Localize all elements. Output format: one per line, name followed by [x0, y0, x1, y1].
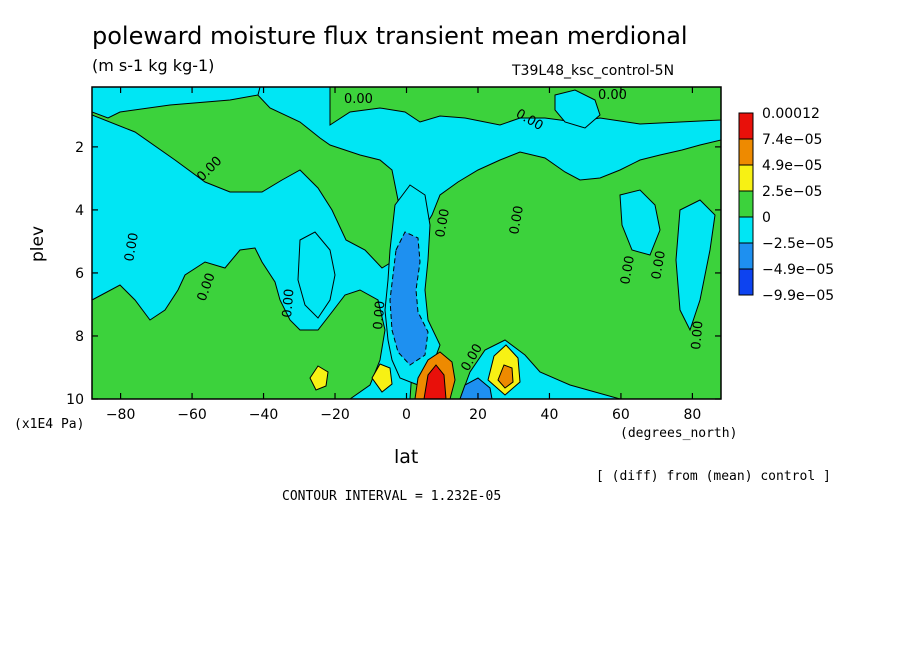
colorbar-swatch	[738, 112, 754, 140]
contour-label: 0.00	[433, 208, 453, 239]
region-negative-pocket-2	[554, 89, 601, 129]
colorbar-swatch	[738, 138, 754, 166]
contour-label: 0.00	[507, 205, 527, 236]
colorbar-label: 7.4e−05	[762, 132, 822, 148]
colorbar-swatch	[738, 216, 754, 244]
chart-title: poleward moisture flux transient mean me…	[92, 22, 688, 50]
x-tick-label: 0	[402, 407, 411, 423]
contour-label: 0.00	[122, 232, 142, 263]
colorbar-swatch	[738, 268, 754, 296]
region-deep-negative	[389, 231, 429, 366]
y-axis-units: (x1E4 Pa)	[14, 417, 85, 432]
colorbar-label: −4.9e−05	[762, 262, 834, 278]
colorbar-swatch	[738, 190, 754, 218]
colorbar-swatch	[738, 242, 754, 270]
region-peak-yellow-west	[309, 365, 329, 391]
plot-fill: 0.00 0.00 0.00 0.00 0.00 0.00 0.00 0.00 …	[92, 87, 721, 399]
x-axis-label: lat	[394, 446, 419, 468]
contour-label: 0.00	[618, 255, 638, 286]
contour-label: 0.00	[280, 288, 297, 318]
colorbar-label: −9.9e−05	[762, 288, 834, 304]
x-tick-label: −80	[106, 407, 136, 423]
colorbar-label: −2.5e−05	[762, 236, 834, 252]
y-axis: 2 4 6 8 10	[66, 140, 721, 408]
colorbar-label: 0	[762, 210, 771, 226]
x-axis: −80 −60 −40 −20 0 20 40 60 80	[106, 87, 701, 423]
region-peak-red	[423, 364, 447, 399]
region-positive-south-low	[92, 247, 386, 399]
y-tick-label: 6	[75, 266, 84, 282]
colorbar-label: 2.5e−05	[762, 184, 822, 200]
region-negative-top-south	[92, 87, 261, 119]
x-tick-label: 60	[612, 407, 630, 423]
region-positive-top-band	[329, 87, 721, 126]
y-tick-label: 4	[75, 203, 84, 219]
contour-label: 0.00	[598, 88, 627, 103]
contour-label: 0.00	[649, 250, 669, 281]
x-tick-label: 40	[541, 407, 559, 423]
contour-label: 0.00	[689, 320, 706, 350]
y-tick-label: 8	[75, 329, 84, 345]
region-peak-orange-east	[497, 364, 514, 389]
y-tick-label: 10	[66, 392, 84, 408]
chart-units: (m s-1 kg kg-1)	[92, 56, 215, 75]
x-tick-label: 80	[683, 407, 701, 423]
contour-label: 0.00	[371, 300, 388, 330]
run-label: T39L48_ksc_control-5N	[512, 63, 675, 79]
colorbar-swatch	[738, 164, 754, 192]
x-tick-label: −40	[249, 407, 279, 423]
contour-label: 0.00	[344, 92, 373, 107]
x-tick-label: 20	[469, 407, 487, 423]
y-tick-label: 2	[75, 140, 84, 156]
region-negative-pocket-4	[675, 199, 716, 332]
region-negative-pocket-1	[297, 231, 336, 319]
colorbar-label: 0.00012	[762, 106, 820, 122]
x-tick-label: −20	[320, 407, 350, 423]
region-negative-pocket-3	[619, 189, 661, 256]
colorbar: 0.00012 7.4e−05 4.9e−05 2.5e−05 0 −2.5e−05 −4.…	[738, 106, 834, 304]
x-tick-label: −60	[177, 407, 207, 423]
diff-note: [ (diff) from (mean) control ]	[596, 469, 831, 484]
x-axis-units: (degrees_north)	[620, 426, 738, 441]
region-surface-blue	[459, 377, 493, 399]
region-peak-yellow-mid	[371, 363, 393, 393]
contour-interval: CONTOUR INTERVAL = 1.232E-05	[282, 489, 502, 504]
colorbar-label: 4.9e−05	[762, 158, 822, 174]
